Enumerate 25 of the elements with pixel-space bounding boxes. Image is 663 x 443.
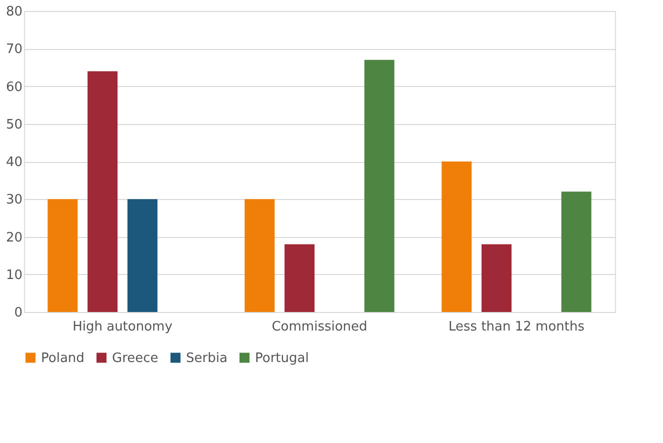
x-tick-label: High autonomy (72, 320, 173, 334)
bar (561, 192, 592, 312)
y-tick-label: 0 (14, 306, 22, 320)
y-tick-label: 10 (6, 268, 22, 283)
bar (284, 244, 315, 312)
bar (127, 199, 158, 312)
bar (48, 199, 78, 312)
legend-label: Portugal (255, 350, 309, 366)
legend-label: Greece (112, 350, 158, 366)
bar (364, 60, 394, 312)
x-tick-label: Less than 12 months (448, 320, 585, 334)
y-tick-label: 60 (6, 80, 22, 95)
y-tick-label: 70 (6, 42, 22, 58)
legend-label: Serbia (186, 350, 228, 366)
y-tick-label: 40 (6, 155, 22, 170)
bar (244, 199, 275, 312)
y-tick-label: 50 (6, 117, 22, 132)
bar (88, 71, 118, 312)
legend-label: Poland (41, 350, 84, 366)
y-tick-label: 80 (6, 4, 22, 20)
bar (442, 162, 472, 312)
x-tick-label: Commissioned (272, 320, 368, 334)
y-tick-label: 20 (6, 230, 22, 246)
bar (482, 244, 512, 312)
y-tick-label: 30 (6, 192, 22, 208)
